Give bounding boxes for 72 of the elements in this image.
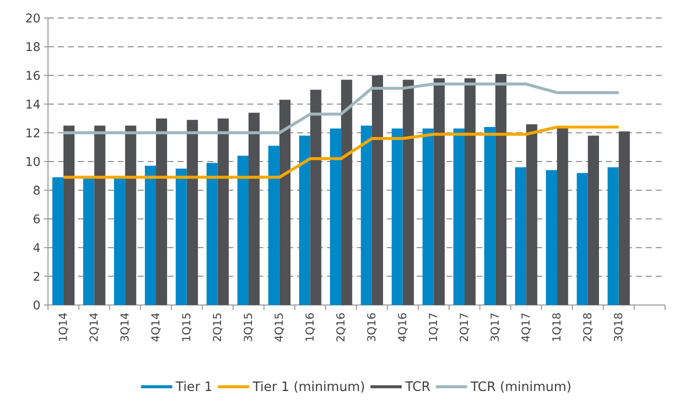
bar: [268, 146, 280, 305]
x-tick-label: 4Q15: [274, 313, 284, 342]
bar: [330, 128, 342, 305]
y-tick-label: 8: [34, 186, 40, 195]
y-tick-label: 10: [26, 156, 40, 166]
bar: [546, 170, 558, 305]
x-tick-label: 2Q17: [460, 313, 470, 342]
x-tick-label: 1Q14: [58, 313, 68, 341]
bar: [422, 128, 434, 305]
bar: [434, 78, 445, 305]
y-tick-label: 4: [33, 243, 40, 252]
bar: [125, 126, 136, 305]
x-tick-label: 2Q14: [90, 313, 100, 342]
x-tick-label: 2Q15: [212, 313, 222, 342]
bar: [372, 75, 384, 305]
y-tick-label: 6: [34, 214, 40, 224]
bar: [360, 126, 372, 305]
bar: [63, 126, 75, 305]
legend-label: TCR (minimum): [470, 381, 570, 393]
bar: [341, 80, 352, 305]
bar: [94, 126, 106, 305]
bar: [186, 120, 198, 305]
bar: [156, 118, 168, 305]
x-tick-label: 4Q16: [398, 313, 408, 342]
bar: [237, 156, 249, 305]
bar: [618, 131, 630, 305]
x-tick-label: 3Q18: [614, 313, 624, 342]
x-tick-label: 3Q15: [244, 313, 254, 342]
bar: [402, 80, 414, 305]
y-tick-label: 2: [34, 272, 40, 281]
bar: [279, 100, 290, 305]
x-tick-label: 4Q14: [151, 313, 161, 342]
bar: [144, 166, 156, 305]
legend-label: Tier 1 (minimum): [252, 381, 364, 393]
bar: [576, 172, 588, 305]
x-tick-label: 1Q15: [182, 313, 192, 341]
x-tick-label: 3Q17: [490, 313, 500, 342]
legend-label: TCR: [405, 381, 430, 392]
bar: [495, 74, 506, 305]
x-tick-label: 3Q14: [120, 313, 130, 342]
y-tick-label: 16: [26, 70, 40, 80]
bar: [114, 177, 126, 305]
y-tick-label: 0: [34, 300, 40, 310]
x-tick-label: 1Q17: [428, 313, 438, 341]
bar: [206, 162, 218, 305]
y-tick-label: 20: [26, 13, 40, 23]
bar: [310, 90, 322, 305]
bar: [515, 167, 526, 305]
y-tick-label: 14: [26, 100, 40, 108]
y-tick-label: 12: [26, 128, 40, 138]
x-tick-label: 2Q16: [336, 313, 346, 342]
bar: [557, 127, 568, 305]
bar: [218, 118, 229, 305]
bar: [588, 136, 599, 305]
x-tick-label: 3Q16: [367, 313, 377, 342]
bar: [299, 136, 310, 305]
x-tick-label: 4Q17: [521, 313, 531, 342]
bar: [484, 127, 496, 305]
bar: [83, 177, 94, 305]
bar: [464, 78, 476, 305]
x-tick-label: 1Q18: [552, 313, 562, 341]
bar: [248, 112, 260, 305]
x-tick-label: 1Q16: [305, 313, 315, 341]
bar: [608, 167, 619, 305]
bar: [453, 128, 464, 305]
x-tick-label: 2Q18: [583, 313, 593, 342]
bar: [52, 177, 64, 305]
bar: [526, 124, 538, 305]
y-tick-label: 18: [26, 42, 40, 52]
legend-label: Tier 1: [176, 381, 212, 392]
bar: [392, 128, 403, 305]
bar: [176, 168, 187, 305]
